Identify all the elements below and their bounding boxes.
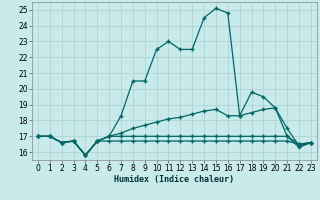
X-axis label: Humidex (Indice chaleur): Humidex (Indice chaleur) — [115, 175, 234, 184]
